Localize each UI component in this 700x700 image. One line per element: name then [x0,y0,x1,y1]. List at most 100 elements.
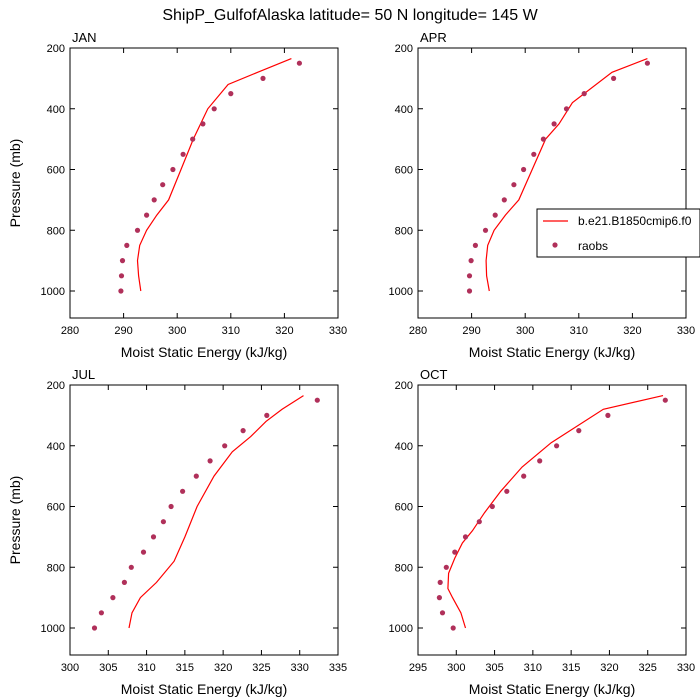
y-tick-label: 600 [395,165,413,177]
obs-point [563,106,570,112]
y-tick-label: 600 [47,165,65,177]
obs-point [662,397,668,403]
y-tick-label: 400 [395,441,413,453]
x-axis-label: Moist Static Energy (kJ/kg) [121,681,288,697]
obs-point [118,273,125,279]
obs-point [537,458,543,464]
y-tick-label: 200 [47,43,65,55]
y-tick-label: 400 [47,441,65,453]
obs-point [150,534,157,540]
obs-point [554,443,560,449]
y-tick-label: 400 [395,104,413,116]
obs-point [119,258,126,264]
obs-point [211,106,217,112]
obs-point [118,288,124,294]
y-tick-label: 1000 [41,623,65,635]
x-tick-label: 335 [329,662,347,674]
x-tick-label: 300 [516,325,534,337]
y-tick-label: 200 [395,43,413,55]
obs-point [476,519,482,525]
obs-point [168,503,174,510]
x-tick-label: 300 [168,325,186,337]
model-profile-line [128,395,304,629]
panel-title: APR [420,30,447,45]
x-tick-label: 315 [562,662,580,674]
y-tick-label: 400 [47,104,65,116]
x-axis-label: Moist Static Energy (kJ/kg) [469,681,636,697]
obs-point [134,227,141,233]
obs-point [644,60,651,66]
plot-frame [417,47,687,319]
obs-point [504,488,510,494]
obs-point [521,166,527,173]
panel-jul: JUL 300 305 310 315 320 325 330 335 200 400 600 800 1… [7,367,347,697]
panel-title: OCT [420,367,448,382]
x-tick-label: 330 [677,662,695,674]
panel-apr: APR 280 290 300 310 320 330 200 400 600 800 1000 Moi… [389,30,696,360]
obs-point [443,564,449,570]
x-tick-label: 325 [639,662,657,674]
figure-title: ShipP_GulfofAlaska latitude= 50 N longit… [162,7,538,24]
model-profile-line [136,58,292,292]
x-tick-label: 320 [214,662,232,674]
panel-title: JUL [72,367,95,382]
y-axis-label: Pressure (mb) [7,139,23,228]
obs-point [576,428,582,434]
x-tick-label: 320 [600,662,618,674]
x-tick-label: 330 [329,325,347,337]
legend-box [536,208,700,258]
legend-obs-label: raobs [578,239,608,253]
x-tick-label: 315 [176,662,194,674]
obs-point [180,488,186,494]
obs-point [511,182,517,188]
obs-point [462,534,469,540]
obs-point [98,610,104,616]
obs-point [264,412,270,418]
obs-point [190,136,196,142]
x-tick-label: 310 [222,325,240,337]
obs-point [140,549,147,555]
x-tick-label: 290 [114,325,132,337]
y-tick-label: 1000 [41,286,65,298]
obs-point [492,212,498,218]
obs-point [193,473,199,479]
obs-point [296,60,302,66]
x-tick-label: 325 [252,662,270,674]
obs-point [436,595,442,601]
x-tick-label: 310 [137,662,155,674]
x-tick-label: 280 [409,325,427,337]
obs-point [170,166,176,173]
plot-frame [417,384,687,656]
y-axis-label: Pressure (mb) [7,476,23,565]
obs-point [450,625,456,631]
x-tick-label: 280 [61,325,79,337]
obs-point [160,519,166,525]
y-tick-label: 1000 [389,286,413,298]
obs-point [240,428,246,434]
model-profile-line [447,395,664,629]
y-tick-label: 800 [395,562,413,574]
legend: b.e21.B1850cmip6.f0 raobs [536,208,700,258]
y-tick-label: 800 [395,225,413,237]
obs-point [581,91,587,97]
panels: JAN 280 290 300 310 320 330 200 400 600 800 1000 Moi… [7,30,695,697]
x-tick-label: 305 [99,662,117,674]
obs-point [160,182,166,188]
x-tick-label: 330 [291,662,309,674]
x-tick-label: 295 [409,662,427,674]
obs-point [468,258,474,264]
obs-point [200,121,206,127]
obs-point [521,473,527,479]
x-tick-label: 310 [570,325,588,337]
y-tick-label: 200 [47,380,65,392]
y-tick-label: 600 [395,502,413,514]
model-profile-line [485,58,648,292]
x-tick-label: 320 [623,325,641,337]
obs-point [466,273,473,279]
obs-point [121,579,127,586]
obs-point [207,458,213,464]
obs-point [540,136,547,142]
y-tick-label: 800 [47,225,65,237]
x-tick-label: 310 [524,662,542,674]
